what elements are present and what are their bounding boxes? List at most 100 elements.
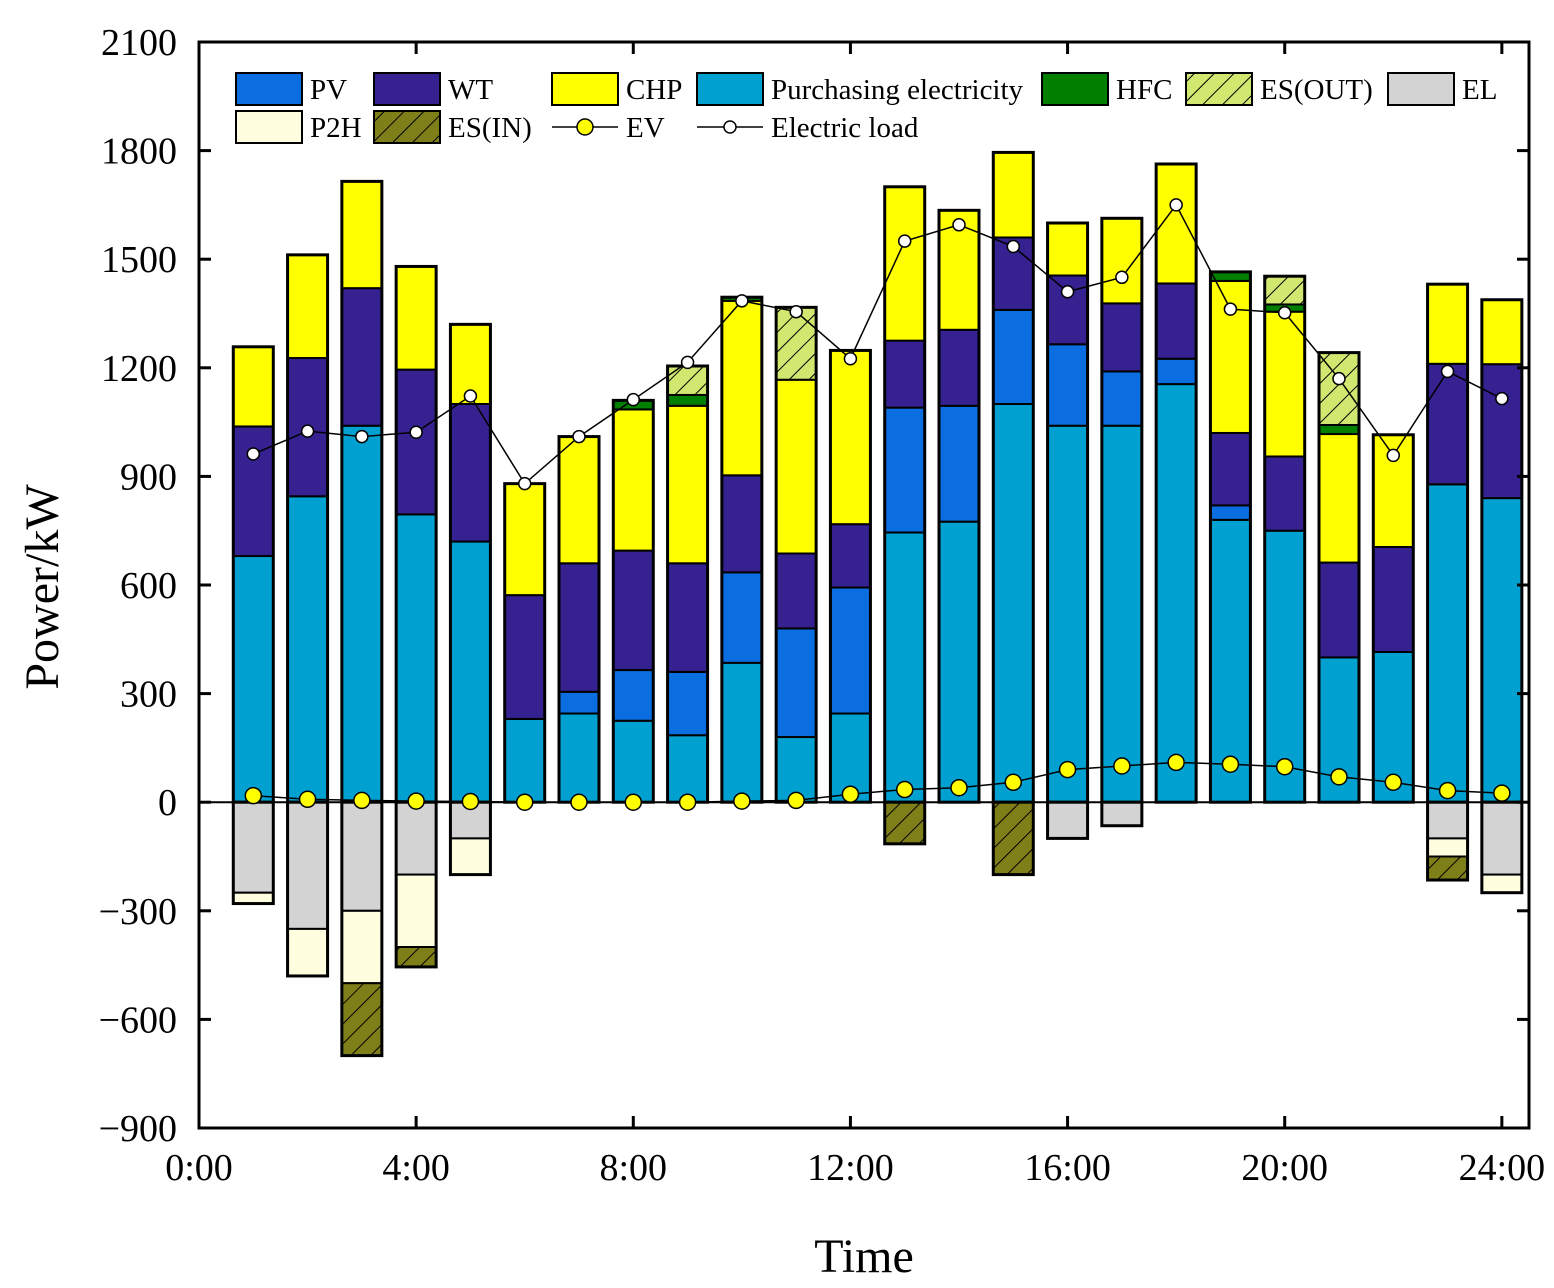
bar-purchasing-electricity-14: [938, 520, 980, 804]
bar-wt-24: [1480, 363, 1523, 500]
bar-chp-4: [395, 265, 438, 371]
bar-pv-19: [1209, 504, 1252, 521]
bar-wt-14: [938, 328, 980, 407]
x-tick-label-6: 24:00: [1459, 1147, 1546, 1189]
y-tick-label-5: 600: [120, 565, 177, 607]
point-electric-load-22: [1386, 448, 1401, 463]
bar-purchasing-electricity-18: [1155, 383, 1198, 804]
bar-es-in-23: [1426, 855, 1469, 882]
bar-wt-4: [395, 368, 438, 516]
y-tick-label-6: 900: [120, 456, 177, 498]
bar-wt-5: [449, 403, 492, 543]
bar-wt-12: [829, 523, 872, 589]
point-electric-load-11: [789, 304, 803, 319]
bar-wt-10: [720, 474, 763, 574]
x-tick-label-2: 8:00: [600, 1147, 668, 1189]
bar-hfc-21: [1318, 423, 1360, 436]
bar-chp-24: [1480, 298, 1523, 366]
bar-wt-23: [1426, 362, 1469, 486]
bar-pv-10: [720, 571, 763, 664]
bar-purchasing-electricity-4: [395, 513, 438, 804]
bar-el-4: [395, 801, 438, 876]
point-ev-13: [895, 780, 914, 799]
legend-label-es-in: ES(IN): [448, 112, 532, 144]
bar-chp-23: [1426, 283, 1469, 365]
legend-label-hfc: HFC: [1116, 74, 1172, 106]
bar-chp-16: [1046, 222, 1089, 277]
y-tick-label-0: −900: [99, 1108, 177, 1150]
bar-hfc-9: [666, 393, 709, 407]
legend-swatch-es-out: [1185, 72, 1253, 106]
bar-wt-9: [666, 562, 709, 673]
point-electric-load-13: [897, 234, 912, 248]
point-electric-load-14: [952, 218, 966, 232]
y-tick-label-1: −600: [99, 999, 177, 1041]
y-tick-label-2: −300: [99, 891, 177, 933]
point-ev-20: [1275, 757, 1294, 776]
bar-chp-2: [286, 253, 329, 360]
bar-wt-8: [612, 549, 655, 672]
bar-chp-1: [232, 345, 275, 428]
point-ev-9: [678, 793, 697, 811]
bar-chp-15: [992, 151, 1035, 239]
bar-el-23: [1426, 801, 1469, 840]
x-tick-label-3: 12:00: [807, 1147, 894, 1189]
point-electric-load-23: [1440, 364, 1455, 379]
point-electric-load-2: [300, 424, 315, 438]
point-electric-load-4: [409, 425, 423, 439]
bar-chp-6: [503, 482, 546, 597]
bar-purchasing-electricity-13: [883, 531, 926, 804]
point-ev-11: [787, 791, 805, 810]
legend-label-pv: PV: [310, 74, 347, 106]
bar-purchasing-electricity-8: [612, 719, 655, 804]
point-ev-4: [407, 792, 425, 810]
point-ev-10: [733, 792, 751, 810]
point-electric-load-24: [1495, 391, 1509, 406]
bar-purchasing-electricity-6: [503, 717, 546, 804]
legend-marker-ev: [576, 118, 594, 136]
bar-p2h-24: [1480, 873, 1523, 894]
y-tick-label-8: 1500: [101, 239, 177, 281]
bar-es-in-13: [883, 801, 926, 845]
legend-swatch-el: [1387, 72, 1455, 106]
y-tick-label-3: 0: [158, 782, 177, 824]
bar-wt-3: [340, 287, 383, 427]
bar-purchasing-electricity-5: [449, 540, 492, 804]
bar-chp-9: [666, 404, 709, 565]
bar-pv-17: [1100, 370, 1143, 427]
point-ev-22: [1384, 773, 1403, 792]
legend-label-wt: WT: [448, 74, 493, 106]
point-ev-7: [570, 793, 588, 811]
y-tick-label-10: 2100: [101, 22, 177, 64]
bar-chp-11: [775, 378, 818, 555]
bar-p2h-3: [340, 909, 383, 985]
bar-chp-13: [883, 185, 926, 342]
bar-p2h-2: [286, 927, 329, 977]
bar-wt-7: [558, 562, 600, 693]
legend-label-es-out: ES(OUT): [1260, 74, 1373, 106]
point-ev-23: [1438, 781, 1457, 800]
point-electric-load-16: [1060, 285, 1075, 299]
point-electric-load-9: [680, 355, 695, 370]
point-ev-18: [1167, 753, 1185, 772]
bar-pv-9: [666, 670, 709, 737]
point-electric-load-21: [1332, 371, 1346, 386]
bar-purchasing-electricity-16: [1046, 424, 1089, 804]
bar-es-in-3: [340, 982, 383, 1057]
point-electric-load-6: [517, 476, 532, 491]
y-tick-label-9: 1800: [101, 131, 177, 173]
point-ev-8: [624, 793, 643, 811]
bar-pv-14: [938, 404, 980, 523]
point-electric-load-8: [626, 392, 641, 407]
bar-purchasing-electricity-2: [286, 495, 329, 804]
point-ev-12: [841, 785, 860, 803]
point-ev-1: [244, 786, 263, 805]
bar-chp-8: [612, 408, 655, 552]
bar-purchasing-electricity-7: [558, 712, 600, 804]
legend-label-el: EL: [1462, 74, 1497, 106]
legend-swatch-purchasing-electricity: [696, 72, 764, 106]
point-electric-load-12: [843, 352, 858, 366]
bar-pv-18: [1155, 357, 1198, 386]
bar-chp-12: [829, 349, 872, 526]
bar-purchasing-electricity-24: [1480, 497, 1523, 804]
